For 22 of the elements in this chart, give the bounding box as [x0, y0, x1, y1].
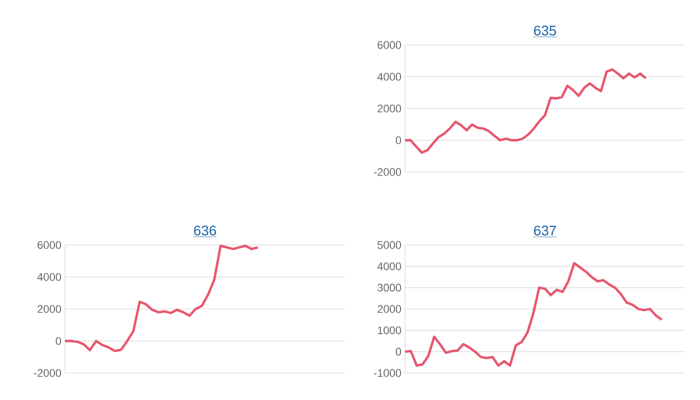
y-tick-label: 6000 [378, 41, 402, 49]
y-tick-label: 4000 [37, 273, 62, 281]
y-tick-label: 1000 [378, 326, 402, 334]
chart-title: 635 [534, 26, 556, 36]
line-series [404, 68, 648, 154]
y-tick-label: 5000 [378, 241, 402, 249]
y-tick-label: 0 [396, 348, 402, 356]
y-tick-label: 6000 [38, 241, 62, 249]
chart-title: 636 [194, 226, 216, 236]
y-tick-label: 0 [56, 337, 62, 345]
y-tick-label: 3000 [378, 284, 402, 292]
line-series [64, 244, 260, 352]
y-tick-label: -2000 [374, 168, 402, 176]
y-tick-label: -1000 [374, 369, 402, 377]
y-tick-label: 2000 [378, 104, 402, 112]
y-tick-label: -2000 [34, 369, 62, 377]
chart-title: 637 [534, 226, 556, 236]
y-tick-label: 0 [396, 136, 402, 144]
y-tick-label: 2000 [38, 305, 62, 313]
y-tick-label: 4000 [377, 72, 402, 81]
y-tick-label: 2000 [378, 305, 402, 313]
y-tick-label: 4000 [377, 262, 402, 270]
